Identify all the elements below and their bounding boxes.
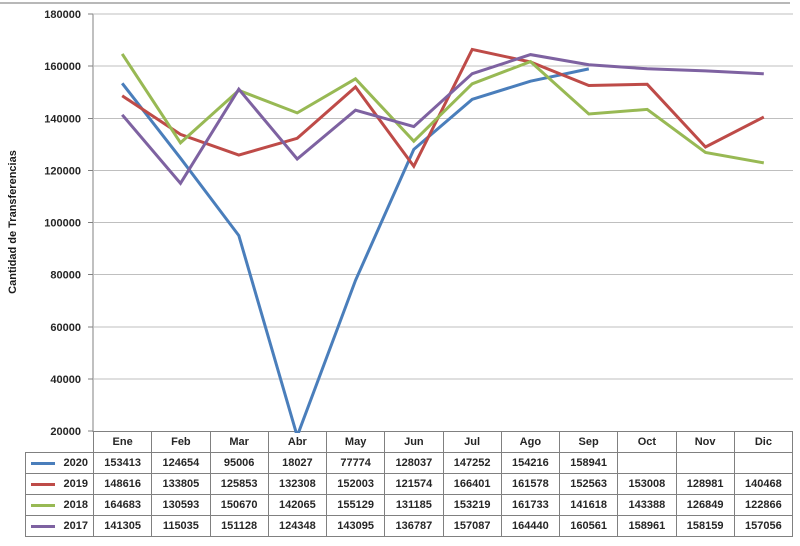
value-cell-2017-oct: 158961	[617, 515, 677, 537]
value-cell-2020-jun: 128037	[384, 452, 444, 474]
value-cell-2017-sep: 160561	[558, 515, 619, 537]
value-cell-2019-sep: 152563	[558, 473, 619, 495]
table-row-2018: 2018 164683 130593 150670 142065 155129 131185…	[25, 494, 794, 516]
corner-blank-cell	[26, 432, 94, 453]
value-cell-2020-nov	[675, 452, 735, 474]
value-cell-2019-jul: 166401	[442, 473, 502, 495]
value-cell-2017-jul: 157087	[442, 515, 502, 537]
y-tick-label: 40000	[50, 374, 81, 386]
value-cell-2019-dic: 140468	[733, 473, 794, 495]
value-cell-2018-ago: 161733	[500, 494, 561, 516]
month-header-oct: Oct	[617, 431, 677, 453]
value-cell-2020-dic	[733, 452, 794, 474]
month-header-may: May	[325, 431, 386, 453]
series-line-2018	[120, 53, 765, 165]
month-header-ene: Ene	[92, 431, 153, 453]
value-cell-2018-oct: 143388	[617, 494, 677, 516]
series-name: 2019	[63, 478, 88, 490]
y-axis-title: Cantidad de Transferencias	[7, 150, 19, 294]
y-tick-label: 160000	[44, 61, 81, 73]
month-header-sep: Sep	[558, 431, 619, 453]
y-tick-label: 60000	[50, 322, 81, 334]
value-cell-2020-jul: 147252	[442, 452, 502, 474]
month-header-mar: Mar	[209, 431, 269, 453]
series-key-icon	[31, 461, 55, 465]
y-tick-label: 120000	[44, 165, 81, 177]
month-header-row: Ene Feb Mar Abr May Jun Jul Ago Sep Oct Nov Dic	[26, 431, 794, 453]
value-cell-2018-ene: 164683	[92, 494, 153, 516]
chart-data-table: Ene Feb Mar Abr May Jun Jul Ago Sep Oct Nov Dic 2020…	[25, 431, 794, 537]
value-cell-2019-jun: 121574	[384, 473, 444, 495]
series-line-2017	[121, 53, 764, 186]
value-cell-2020-sep: 158941	[558, 452, 619, 474]
value-cell-2020-ene: 153413	[92, 452, 153, 474]
y-tick-label: 80000	[50, 270, 81, 282]
series-name: 2017	[63, 520, 88, 532]
table-row-2020: 2020 153413 124654 95006 18027 77774 128037 147…	[25, 452, 794, 474]
table-row-2017: 2017 141305 115035 151128 124348 143095 136787…	[25, 515, 794, 537]
series-key-icon	[31, 524, 55, 528]
series-name: 2018	[63, 499, 88, 511]
month-header-dic: Dic	[733, 431, 794, 453]
value-cell-2017-nov: 158159	[675, 515, 735, 537]
value-cell-2020-ago: 154216	[500, 452, 561, 474]
value-cell-2017-dic: 157056	[733, 515, 794, 537]
y-tick-label: 100000	[44, 218, 81, 230]
value-cell-2019-mar: 125853	[209, 473, 269, 495]
value-cell-2019-nov: 128981	[675, 473, 735, 495]
legend-cell-2018: 2018	[25, 494, 94, 516]
series-key-icon	[31, 482, 55, 486]
month-header-nov: Nov	[675, 431, 735, 453]
value-cell-2017-jun: 136787	[384, 515, 444, 537]
series-line-2019	[121, 47, 765, 170]
value-cell-2017-may: 143095	[325, 515, 386, 537]
legend-cell-2017: 2017	[25, 515, 94, 537]
value-cell-2020-mar: 95006	[209, 452, 269, 474]
value-cell-2018-jun: 131185	[384, 494, 444, 516]
month-header-abr: Abr	[267, 431, 328, 453]
month-header-ago: Ago	[500, 431, 561, 453]
value-cell-2019-ene: 148616	[92, 473, 153, 495]
series-key-icon	[31, 503, 55, 507]
y-tick-label: 140000	[44, 113, 81, 125]
month-header-feb: Feb	[151, 431, 211, 453]
value-cell-2019-abr: 132308	[267, 473, 328, 495]
value-cell-2017-ago: 164440	[500, 515, 561, 537]
series-line-2020	[121, 67, 590, 433]
value-cell-2017-mar: 151128	[209, 515, 269, 537]
value-cell-2018-nov: 126849	[675, 494, 735, 516]
value-cell-2018-feb: 130593	[151, 494, 211, 516]
value-cell-2020-feb: 124654	[151, 452, 211, 474]
month-header-jul: Jul	[442, 431, 502, 453]
legend-cell-2019: 2019	[25, 473, 94, 495]
month-header-jun: Jun	[384, 431, 444, 453]
value-cell-2018-dic: 122866	[733, 494, 794, 516]
value-cell-2017-abr: 124348	[267, 515, 328, 537]
y-tick-label: 180000	[44, 9, 81, 21]
value-cell-2020-oct	[617, 452, 677, 474]
value-cell-2019-oct: 153008	[617, 473, 677, 495]
value-cell-2020-abr: 18027	[267, 452, 328, 474]
value-cell-2017-ene: 141305	[92, 515, 153, 537]
value-cell-2017-feb: 115035	[151, 515, 211, 537]
legend-cell-2020: 2020	[25, 452, 94, 474]
value-cell-2019-ago: 161578	[500, 473, 561, 495]
value-cell-2018-sep: 141618	[558, 494, 619, 516]
value-cell-2018-jul: 153219	[442, 494, 502, 516]
series-lines	[120, 47, 765, 433]
value-cell-2018-may: 155129	[325, 494, 386, 516]
table-row-2019: 2019 148616 133805 125853 132308 152003 121574…	[25, 473, 794, 495]
value-cell-2019-may: 152003	[325, 473, 386, 495]
value-cell-2018-mar: 150670	[209, 494, 269, 516]
series-name: 2020	[63, 457, 88, 469]
gridlines: 2000040000600008000010000012000014000016…	[44, 9, 793, 438]
value-cell-2019-feb: 133805	[151, 473, 211, 495]
value-cell-2020-may: 77774	[325, 452, 386, 474]
value-cell-2018-abr: 142065	[267, 494, 328, 516]
